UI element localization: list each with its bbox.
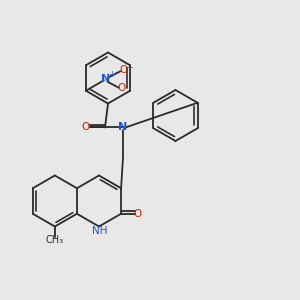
Text: NH: NH (92, 226, 108, 236)
Text: +: + (108, 70, 115, 79)
Text: N: N (118, 122, 127, 133)
Text: O: O (134, 209, 142, 219)
Text: CH₃: CH₃ (46, 235, 64, 245)
Text: −: − (124, 63, 133, 73)
Text: N: N (101, 74, 110, 84)
Text: O: O (119, 65, 128, 75)
Text: O: O (81, 122, 90, 133)
Text: O: O (117, 83, 125, 93)
